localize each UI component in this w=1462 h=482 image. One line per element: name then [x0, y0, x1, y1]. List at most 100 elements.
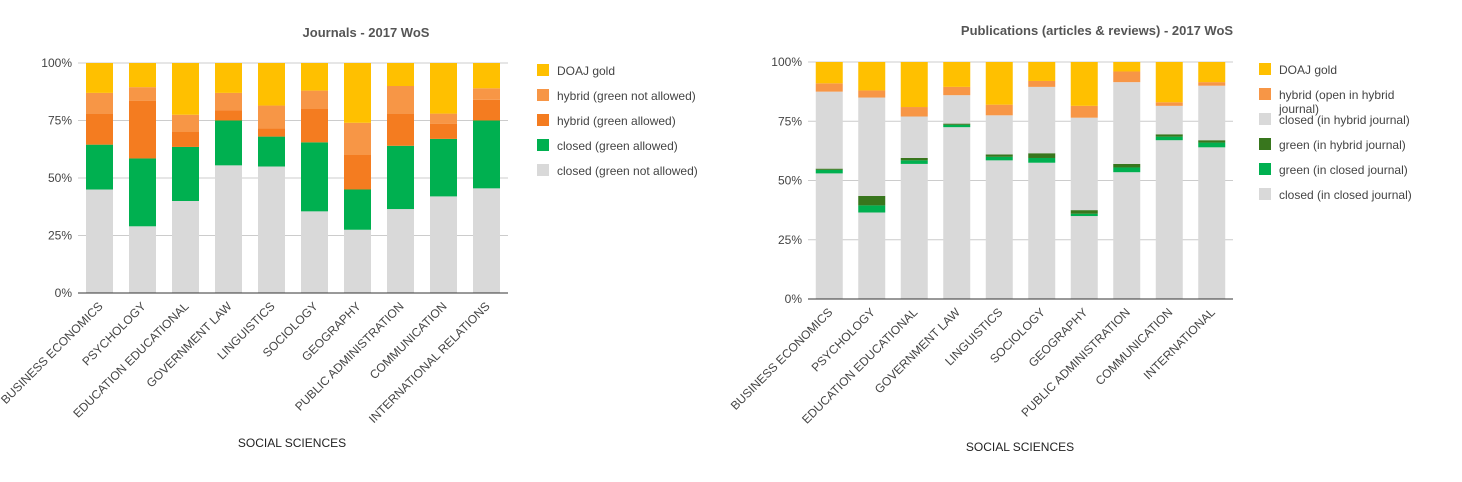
y-tick-label: 75%	[778, 114, 802, 128]
bar-closed-green-not-allowed	[129, 226, 156, 293]
legend-swatch	[1259, 113, 1271, 125]
legend-item: DOAJ gold	[537, 64, 615, 78]
y-tick-label: 50%	[48, 171, 72, 185]
legend-swatch	[1259, 163, 1271, 175]
bar-hybrid-open-in-hybrid-journal	[1155, 102, 1183, 106]
bar-hybrid-green-allowed	[86, 113, 113, 145]
bar-hybrid-green-allowed	[215, 110, 242, 121]
bar-doaj-gold	[172, 63, 199, 115]
bar-closed-green-not-allowed	[473, 188, 500, 293]
legend-item: DOAJ gold	[1259, 63, 1337, 77]
legend-swatch	[1259, 88, 1271, 100]
y-tick-label: 0%	[55, 286, 73, 300]
y-tick-label: 50%	[778, 174, 802, 188]
bar-closed-in-hybrid-journal	[1155, 105, 1183, 135]
bar-closed-green-allowed	[301, 142, 328, 212]
bar-green-in-closed-journal	[858, 205, 886, 213]
bar-closed-green-allowed	[215, 120, 242, 166]
bar-hybrid-green-not-allowed	[172, 114, 199, 132]
bar-doaj-gold	[858, 62, 886, 91]
bar-closed-in-closed-journal	[1198, 147, 1226, 299]
bar-closed-in-closed-journal	[815, 173, 843, 299]
bar-green-in-closed-journal	[1155, 136, 1183, 141]
legend-item: closed (in hybrid journal)	[1259, 113, 1410, 127]
bar-closed-in-hybrid-journal	[1198, 85, 1226, 141]
bar-green-in-hybrid-journal	[1070, 210, 1098, 214]
y-tick-label: 0%	[785, 292, 803, 306]
y-tick-label: 75%	[48, 114, 72, 128]
bar-hybrid-open-in-hybrid-journal	[815, 83, 843, 92]
bar-doaj-gold	[1028, 62, 1056, 81]
bar-closed-in-hybrid-journal	[985, 115, 1013, 155]
bar-closed-green-allowed	[258, 136, 285, 167]
bar-green-in-closed-journal	[1113, 167, 1141, 173]
bar-hybrid-open-in-hybrid-journal	[900, 107, 928, 117]
bar-closed-in-closed-journal	[985, 160, 1013, 299]
bar-closed-in-hybrid-journal	[900, 116, 928, 158]
legend-item: closed (in closed journal)	[1259, 188, 1412, 202]
bar-hybrid-open-in-hybrid-journal	[1028, 80, 1056, 87]
bar-green-in-hybrid-journal	[943, 123, 971, 125]
legend-swatch	[537, 89, 549, 101]
legend-label: hybrid (open in hybrid	[1279, 88, 1394, 102]
legend-item: hybrid (green not allowed)	[537, 89, 696, 103]
legend-label: DOAJ gold	[1279, 63, 1337, 77]
bar-closed-in-closed-journal	[1155, 140, 1183, 299]
bar-green-in-hybrid-journal	[1113, 163, 1141, 168]
bar-doaj-gold	[344, 63, 371, 123]
bar-hybrid-green-allowed	[129, 100, 156, 159]
bar-closed-green-not-allowed	[215, 165, 242, 293]
bar-closed-in-hybrid-journal	[815, 91, 843, 169]
bar-hybrid-open-in-hybrid-journal	[1070, 105, 1098, 118]
bar-hybrid-green-allowed	[172, 132, 199, 147]
legend-swatch	[1259, 63, 1271, 75]
bar-hybrid-green-allowed	[301, 109, 328, 143]
legend-label: journal)	[1278, 102, 1319, 116]
bar-closed-in-hybrid-journal	[858, 97, 886, 196]
bar-hybrid-green-allowed	[258, 128, 285, 137]
bar-green-in-closed-journal	[943, 124, 971, 128]
bar-closed-in-closed-journal	[858, 212, 886, 299]
bar-green-in-hybrid-journal	[985, 154, 1013, 157]
bar-doaj-gold	[943, 62, 971, 87]
bar-doaj-gold	[900, 62, 928, 108]
legend-label: closed (green allowed)	[557, 139, 678, 153]
bar-doaj-gold	[387, 63, 414, 86]
bar-hybrid-green-not-allowed	[301, 90, 328, 109]
chart-title: Publications (articles & reviews) - 2017…	[961, 23, 1233, 38]
legend-label: DOAJ gold	[557, 64, 615, 78]
legend-swatch	[537, 164, 549, 176]
bar-green-in-closed-journal	[1198, 142, 1226, 148]
legend-swatch	[537, 114, 549, 126]
bar-green-in-hybrid-journal	[900, 157, 928, 161]
bar-hybrid-open-in-hybrid-journal	[1113, 71, 1141, 83]
legend-label: closed (in closed journal)	[1279, 188, 1412, 202]
bar-closed-in-closed-journal	[1028, 162, 1056, 299]
legend-item: green (in hybrid journal)	[1259, 138, 1406, 152]
bar-closed-in-hybrid-journal	[1113, 82, 1141, 164]
legend-label: closed (green not allowed)	[557, 164, 698, 178]
journals-chart: Journals - 2017 WoS0%25%50%75%100%BUSINE…	[0, 25, 698, 450]
legend-swatch	[537, 64, 549, 76]
bar-hybrid-green-not-allowed	[344, 122, 371, 155]
bar-hybrid-open-in-hybrid-journal	[985, 104, 1013, 116]
bar-closed-in-hybrid-journal	[1070, 117, 1098, 211]
bar-doaj-gold	[1070, 62, 1098, 106]
bar-closed-in-closed-journal	[1070, 216, 1098, 299]
bar-closed-in-closed-journal	[943, 127, 971, 299]
legend-swatch	[537, 139, 549, 151]
legend-item: closed (green allowed)	[537, 139, 678, 153]
bar-closed-green-allowed	[129, 158, 156, 227]
legend-label: closed (in hybrid journal)	[1279, 113, 1410, 127]
bar-closed-in-closed-journal	[900, 163, 928, 299]
legend-item: hybrid (green allowed)	[537, 114, 676, 128]
x-axis-title: SOCIAL SCIENCES	[966, 440, 1074, 454]
bar-closed-green-not-allowed	[430, 196, 457, 293]
bar-closed-green-not-allowed	[258, 166, 285, 293]
legend-label: hybrid (green not allowed)	[557, 89, 696, 103]
bar-closed-green-allowed	[86, 144, 113, 190]
legend-item: closed (green not allowed)	[537, 164, 698, 178]
bar-doaj-gold	[1198, 62, 1226, 83]
bar-hybrid-green-not-allowed	[430, 113, 457, 124]
